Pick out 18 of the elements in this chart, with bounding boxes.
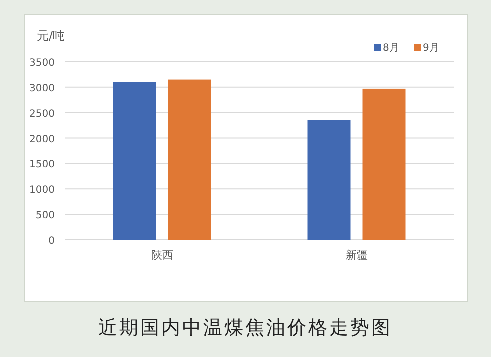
legend-label: 8月: [383, 43, 400, 54]
y-tick-label: 500: [36, 210, 55, 222]
bar: [168, 80, 212, 240]
y-tick-label: 1000: [30, 185, 55, 196]
y-tick-label: 3500: [30, 58, 55, 69]
bar: [113, 82, 156, 240]
y-tick-label: 3000: [30, 83, 55, 94]
y-tick-label: 2000: [30, 134, 55, 146]
x-tick-label: 陕西: [151, 249, 174, 262]
y-axis-title: 元/吨: [37, 29, 66, 43]
y-tick-label: 2500: [30, 108, 55, 120]
legend-label: 9月: [423, 43, 440, 54]
y-tick-label: 1500: [30, 160, 55, 171]
y-tick-label: 0: [48, 236, 55, 247]
x-tick-label: 新疆: [346, 249, 368, 262]
bar: [362, 88, 406, 240]
text: 近期国内中温煤焦油价格走势图: [98, 317, 392, 339]
bar: [308, 120, 351, 240]
